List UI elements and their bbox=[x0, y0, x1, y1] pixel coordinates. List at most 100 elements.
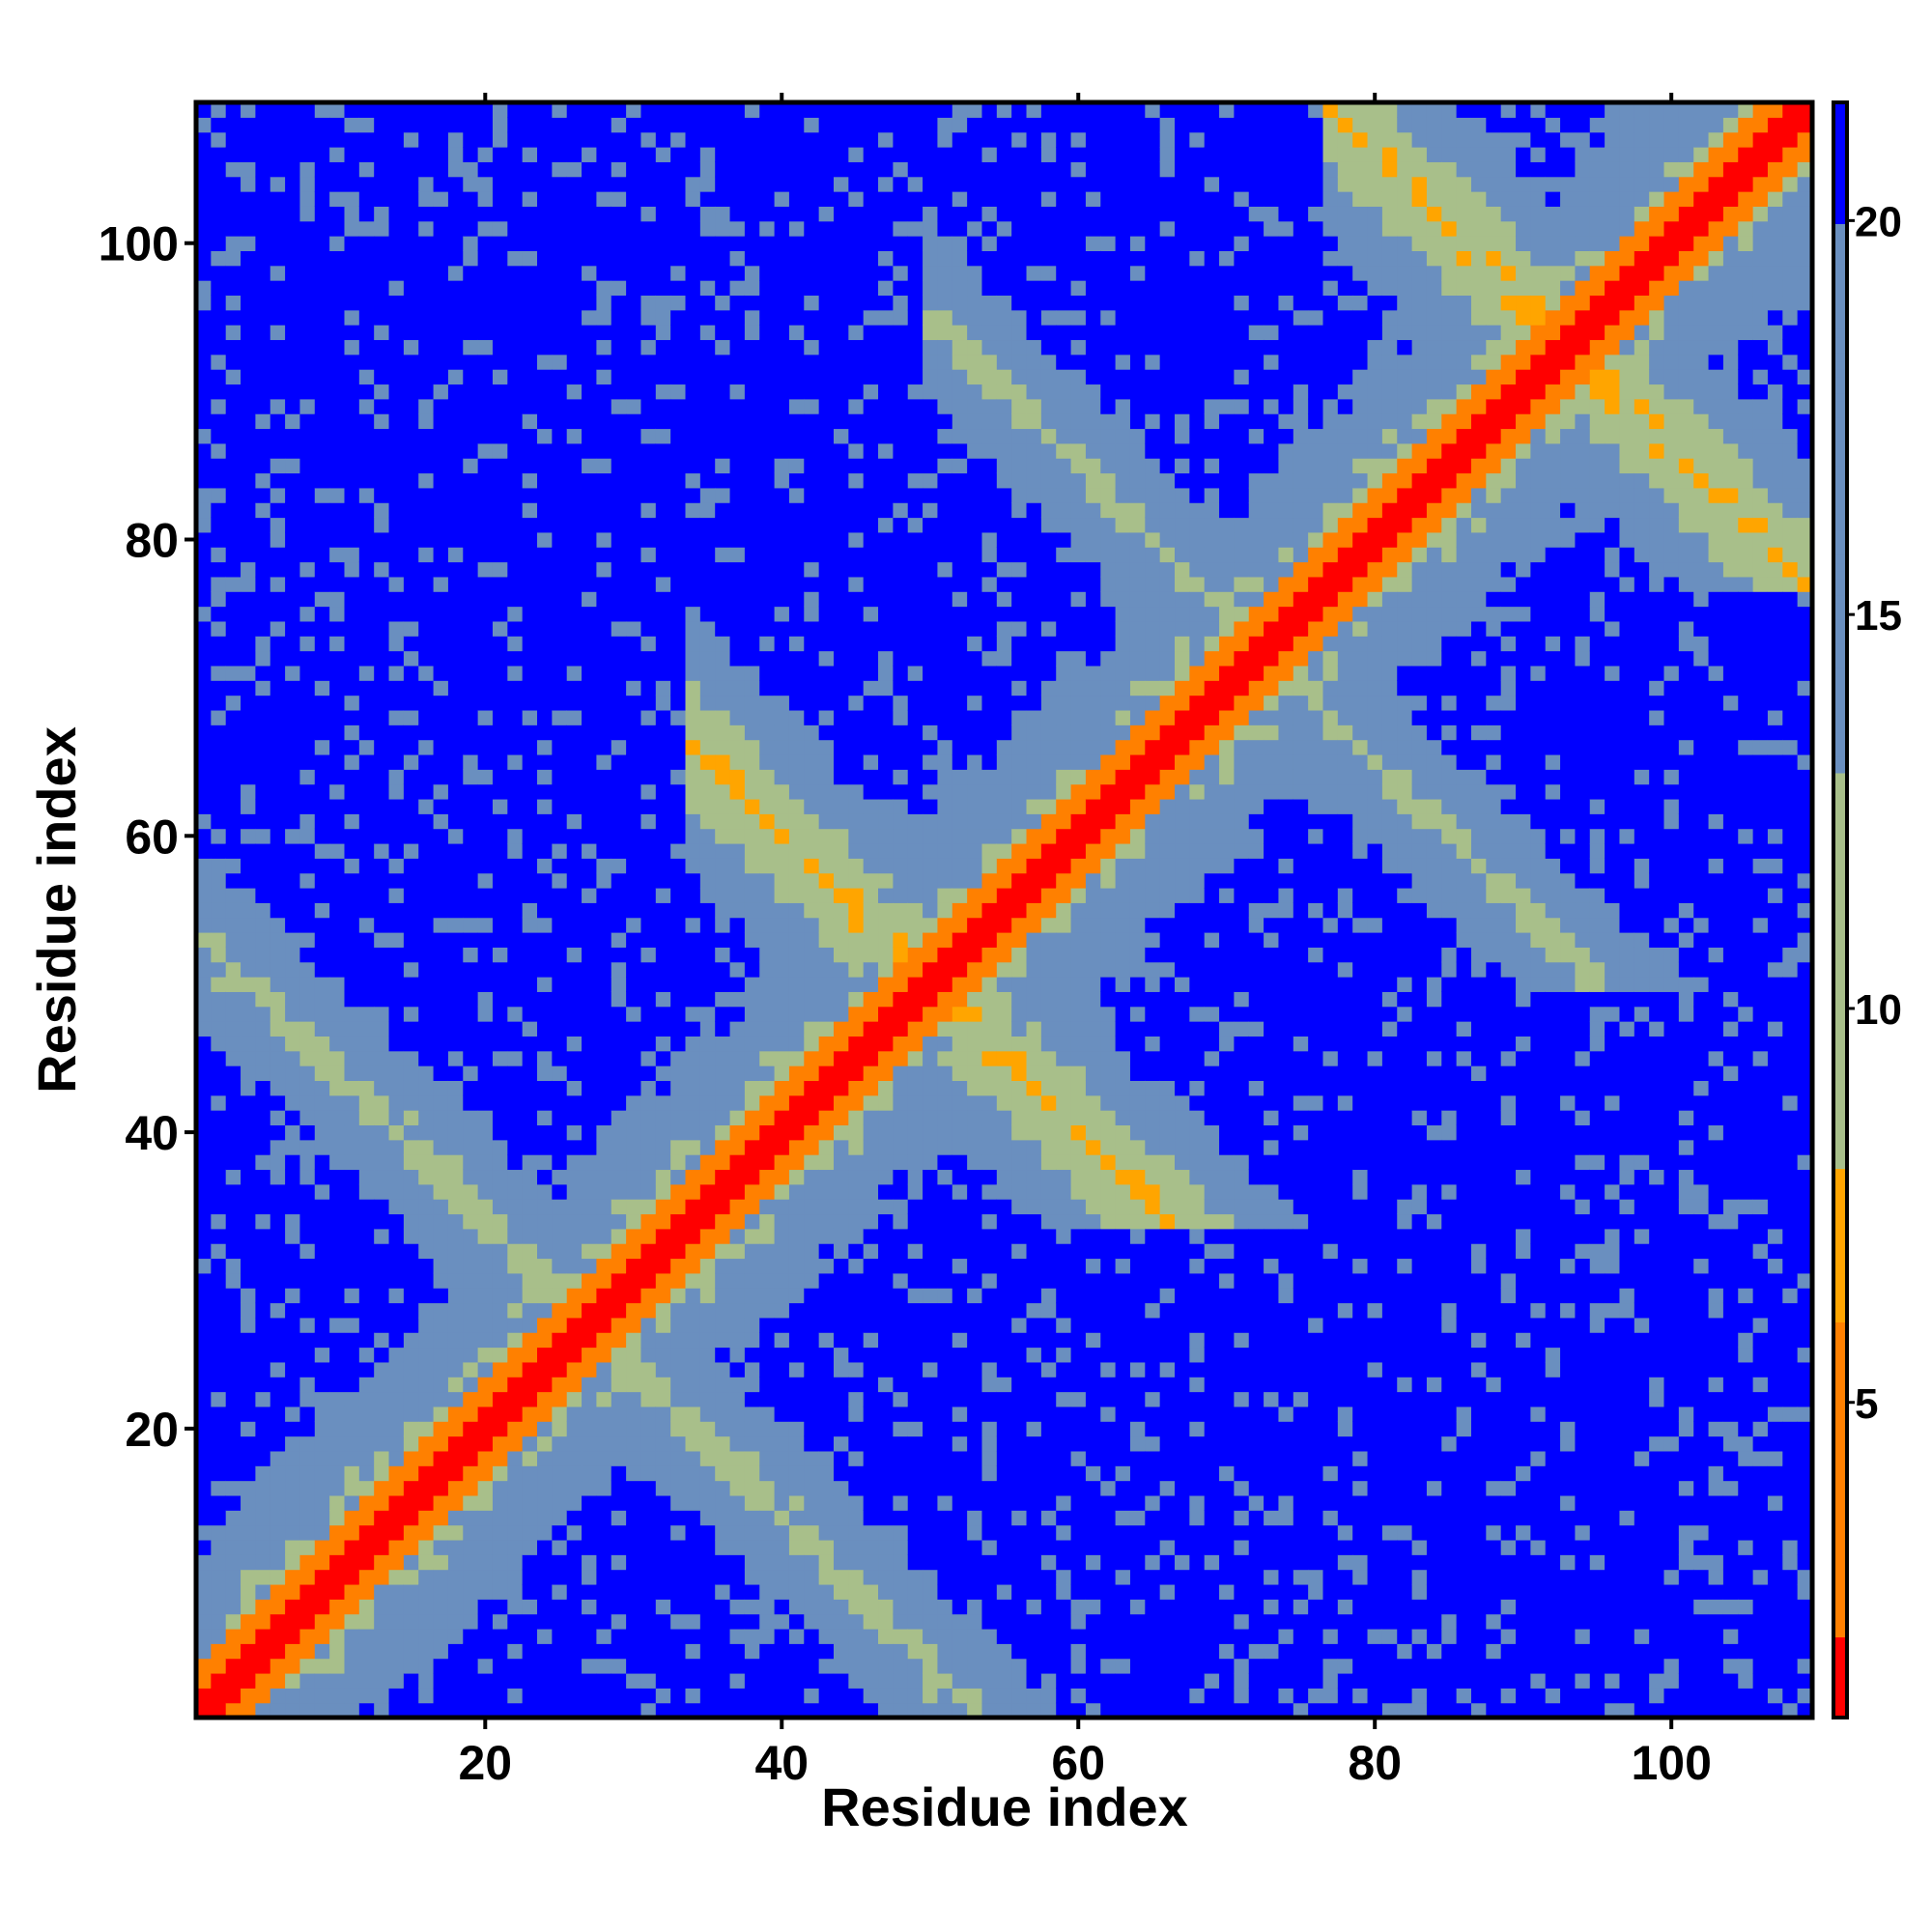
heatmap-cell bbox=[329, 1065, 346, 1081]
heatmap-cell bbox=[537, 339, 553, 355]
heatmap-cell bbox=[344, 620, 360, 637]
heatmap-cell bbox=[285, 1288, 301, 1304]
heatmap-cell bbox=[255, 147, 271, 162]
heatmap-cell bbox=[626, 709, 642, 725]
heatmap-cell bbox=[848, 783, 865, 800]
heatmap-cell bbox=[537, 1510, 553, 1526]
heatmap-cell bbox=[833, 917, 849, 933]
heatmap-cell bbox=[818, 842, 835, 859]
heatmap-cell bbox=[403, 769, 419, 785]
heatmap-cell bbox=[418, 117, 435, 133]
heatmap-cell bbox=[611, 680, 627, 696]
heatmap-cell bbox=[566, 769, 582, 785]
heatmap-cell bbox=[863, 902, 879, 919]
heatmap-cell bbox=[255, 1524, 271, 1541]
heatmap-cell bbox=[477, 724, 494, 741]
heatmap-cell bbox=[344, 798, 360, 814]
heatmap-cell bbox=[403, 250, 419, 267]
heatmap-cell bbox=[433, 1361, 449, 1378]
heatmap-cell bbox=[418, 531, 435, 548]
heatmap-cell bbox=[463, 1124, 479, 1141]
heatmap-cell bbox=[863, 1080, 879, 1096]
heatmap-cell bbox=[715, 1421, 731, 1437]
heatmap-cell bbox=[655, 1494, 671, 1511]
heatmap-cell bbox=[537, 739, 553, 755]
heatmap-cell bbox=[196, 1332, 212, 1349]
heatmap-cell bbox=[552, 1688, 568, 1704]
heatmap-cell bbox=[537, 680, 553, 696]
heatmap-cell bbox=[314, 961, 330, 978]
heatmap-cell bbox=[225, 739, 242, 755]
heatmap-cell bbox=[344, 858, 360, 874]
heatmap-cell bbox=[566, 280, 582, 297]
heatmap-cell bbox=[655, 828, 671, 844]
heatmap-cell bbox=[715, 384, 731, 400]
heatmap-cell bbox=[640, 1258, 657, 1274]
heatmap-cell bbox=[403, 1613, 419, 1630]
heatmap-cell bbox=[729, 1361, 746, 1378]
heatmap-cell bbox=[848, 1183, 865, 1200]
heatmap-cell bbox=[211, 828, 227, 844]
heatmap-cell bbox=[685, 917, 701, 933]
heatmap-cell bbox=[582, 961, 598, 978]
heatmap-cell bbox=[611, 1391, 627, 1407]
heatmap-cell bbox=[655, 917, 671, 933]
heatmap-cell bbox=[255, 1347, 271, 1363]
heatmap-cell bbox=[774, 1272, 790, 1289]
heatmap-cell bbox=[299, 369, 316, 385]
heatmap-cell bbox=[685, 384, 701, 400]
heatmap-cell bbox=[388, 798, 405, 814]
heatmap-cell bbox=[299, 1228, 316, 1244]
heatmap-cell bbox=[196, 1377, 212, 1393]
heatmap-cell bbox=[582, 354, 598, 370]
heatmap-cell bbox=[788, 547, 805, 563]
heatmap-cell bbox=[537, 1094, 553, 1111]
heatmap-cell bbox=[211, 798, 227, 814]
heatmap-cell bbox=[640, 1539, 657, 1555]
heatmap-cell bbox=[833, 502, 849, 519]
heatmap-cell bbox=[655, 961, 671, 978]
heatmap-cell bbox=[196, 1583, 212, 1600]
heatmap-cell bbox=[522, 1465, 538, 1482]
heatmap-cell bbox=[211, 1036, 227, 1052]
heatmap-cell bbox=[699, 636, 716, 652]
heatmap-cell bbox=[463, 1421, 479, 1437]
heatmap-cell bbox=[699, 1361, 716, 1378]
heatmap-cell bbox=[611, 576, 627, 592]
heatmap-cell bbox=[241, 280, 256, 297]
heatmap-cell bbox=[655, 517, 671, 533]
heatmap-cell bbox=[537, 1569, 553, 1585]
heatmap-cell bbox=[626, 220, 642, 237]
heatmap-cell bbox=[744, 1199, 760, 1215]
heatmap-cell bbox=[433, 1110, 449, 1126]
heatmap-cell bbox=[241, 295, 256, 311]
heatmap-cell bbox=[729, 1599, 746, 1615]
heatmap-cell bbox=[255, 813, 271, 830]
heatmap-cell bbox=[196, 428, 212, 444]
heatmap-cell bbox=[196, 1110, 212, 1126]
heatmap-cell bbox=[670, 977, 687, 992]
heatmap-cell bbox=[299, 502, 316, 519]
heatmap-cell bbox=[699, 1406, 716, 1422]
heatmap-cell bbox=[388, 1050, 405, 1066]
heatmap-cell bbox=[626, 1110, 642, 1126]
heatmap-cell bbox=[685, 295, 701, 311]
heatmap-cell bbox=[255, 769, 271, 785]
heatmap-cell bbox=[403, 384, 419, 400]
heatmap-cell bbox=[314, 620, 330, 637]
heatmap-cell bbox=[537, 1154, 553, 1171]
heatmap-cell bbox=[374, 309, 390, 326]
heatmap-cell bbox=[715, 442, 731, 459]
heatmap-cell bbox=[863, 354, 879, 370]
heatmap-cell bbox=[447, 636, 464, 652]
heatmap-cell bbox=[804, 220, 820, 237]
heatmap-cell bbox=[788, 1554, 805, 1571]
heatmap-cell bbox=[477, 576, 494, 592]
heatmap-cell bbox=[270, 502, 286, 519]
heatmap-cell bbox=[299, 1050, 316, 1066]
heatmap-cell bbox=[507, 561, 524, 578]
heatmap-cell bbox=[285, 1199, 301, 1215]
heatmap-cell bbox=[388, 1628, 405, 1644]
heatmap-cell bbox=[744, 561, 760, 578]
heatmap-cell bbox=[833, 1094, 849, 1111]
